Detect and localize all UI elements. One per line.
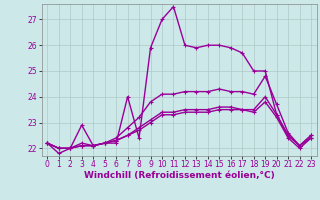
- X-axis label: Windchill (Refroidissement éolien,°C): Windchill (Refroidissement éolien,°C): [84, 171, 275, 180]
